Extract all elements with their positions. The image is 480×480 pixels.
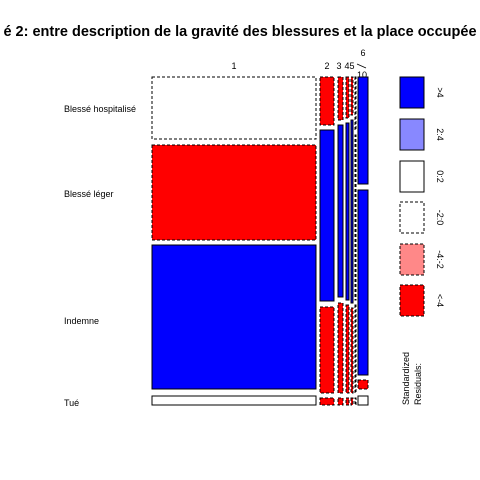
- mosaic-tile-col1-tu-: [151, 395, 317, 406]
- row-label-indemne: Indemne: [64, 316, 99, 326]
- mosaic-tile-col2-bless-hospitalis-: [319, 76, 335, 126]
- col-label-6: 6: [360, 48, 365, 58]
- legend-swatch-4: [399, 243, 425, 276]
- col-label-4: 4: [344, 61, 349, 71]
- mosaic-tile-col1-bless-l-ger: [151, 144, 317, 241]
- legend-label-5: <-4: [435, 294, 445, 307]
- legend-title-line2: Residuals:: [413, 363, 423, 405]
- mosaic-tile-col4-bless-hospitalis-: [345, 76, 350, 119]
- mosaic-tile-col3-bless-hospitalis-: [337, 76, 344, 121]
- row-label-tue: Tué: [64, 398, 79, 408]
- col-label-10: 10: [357, 70, 367, 80]
- chart-title: é 2: entre description de la gravité des…: [3, 24, 476, 40]
- col-label-5: 5: [349, 61, 354, 71]
- legend-label-3: -2:0: [435, 210, 445, 226]
- mosaic-tile-col3-bless-l-ger: [337, 124, 344, 298]
- mosaic-tile-col6-indemne: [354, 304, 357, 394]
- col-label-2: 2: [324, 61, 329, 71]
- col-label-1: 1: [231, 61, 236, 71]
- mosaic-tile-col3-indemne: [337, 302, 344, 394]
- mosaic-tile-col10-bless-l-ger: [357, 189, 369, 376]
- legend-label-2: 0:2: [435, 170, 445, 183]
- mosaic-tile-col3-tu-: [337, 397, 344, 406]
- mosaic-tile-col2-tu-: [319, 397, 335, 406]
- mosaic-tile-col6-bless-hospitalis-: [354, 76, 357, 131]
- mosaic-tile-col5-bless-hospitalis-: [350, 76, 354, 116]
- legend-label-1: 2:4: [435, 128, 445, 141]
- legend: >4 2:4 0:2 -2:0 -4:-2 <-4: [399, 76, 445, 317]
- mosaic-tile-col1-bless-hospitalis-: [151, 76, 317, 140]
- mosaic-tile-col2-bless-l-ger: [319, 129, 335, 302]
- legend-label-4: -4:-2: [435, 250, 445, 269]
- legend-label-0: >4: [435, 87, 445, 97]
- mosaic-tile-col6-tu-: [354, 397, 357, 406]
- mosaic-tile-col6-bless-l-ger: [354, 134, 357, 301]
- mosaic-tile-col5-bless-l-ger: [350, 119, 354, 304]
- legend-swatch-1: [399, 118, 425, 151]
- row-label-hospitalise: Blessé hospitalisé: [64, 104, 136, 114]
- mosaic-tile-col5-indemne: [350, 307, 354, 394]
- legend-swatch-3: [399, 201, 425, 234]
- mosaic-tile-col4-indemne: [345, 304, 350, 394]
- legend-swatch-5: [399, 284, 425, 317]
- legend-swatch-2: [399, 160, 425, 193]
- mosaic-tile-col10-bless-hospitalis-: [357, 76, 369, 185]
- mosaic-tile-col10-tu-: [357, 395, 369, 406]
- legend-title-line1: Standardized: [401, 352, 411, 405]
- mosaic-tile-col1-indemne: [151, 244, 317, 390]
- col-label-3: 3: [336, 61, 341, 71]
- mosaic-tile-col4-tu-: [345, 397, 350, 406]
- row-label-leger: Blessé léger: [64, 189, 114, 199]
- mosaic-tile-col10-indemne: [357, 379, 369, 390]
- mosaic-tiles: [151, 76, 369, 406]
- mosaic-tile-col2-indemne: [319, 306, 335, 394]
- legend-swatch-0: [399, 76, 425, 109]
- mosaic-tile-col4-bless-l-ger: [345, 122, 350, 301]
- col-label-6-tick: [356, 63, 367, 69]
- mosaic-tile-col5-tu-: [350, 397, 354, 406]
